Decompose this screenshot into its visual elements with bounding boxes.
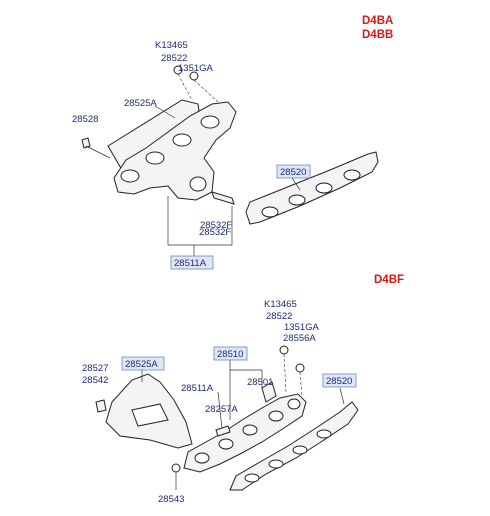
port-hole xyxy=(194,452,210,464)
label-28257a: 28257A xyxy=(205,404,238,415)
label-28556a: 28556A xyxy=(283,333,316,344)
label-28525a-top: 28525A xyxy=(124,98,157,109)
gasket-hole xyxy=(292,445,308,455)
engine-code-d4bf: D4BF xyxy=(374,274,404,286)
stud-28532f xyxy=(211,191,235,205)
label-28543: 28543 xyxy=(158,494,184,505)
label-1351ga-bottom: 1351GA xyxy=(284,322,320,333)
port-hole xyxy=(120,169,140,183)
label-28527: 28527 xyxy=(82,363,108,374)
engine-code-d4bb: D4BB xyxy=(362,29,393,41)
port-hole xyxy=(200,115,220,129)
stud-28501 xyxy=(261,381,277,403)
gasket-hole xyxy=(315,182,333,194)
gasket-hole xyxy=(244,473,260,483)
label-box-28520-top xyxy=(276,164,311,179)
gasket-hole xyxy=(268,459,284,469)
gasket-hole xyxy=(261,206,279,218)
label-28501: 28501 xyxy=(247,377,273,388)
nut-28522-bottom xyxy=(279,345,289,355)
port-hole xyxy=(287,398,301,410)
shield-cutout xyxy=(131,403,169,427)
port-hole xyxy=(172,133,192,147)
label-box-28511a-top xyxy=(170,255,214,270)
gasket-hole xyxy=(288,194,306,206)
label-1351ga-top: 1351GA xyxy=(178,63,214,74)
label-box-28510 xyxy=(213,346,248,361)
outlet-hole xyxy=(189,176,207,192)
gasket-hole xyxy=(343,169,361,181)
bolt-28528 xyxy=(81,137,91,149)
top-assembly: K13465 28522 1351GA 28525A 28528 28520 2… xyxy=(72,40,379,270)
label-box-28520-bottom xyxy=(322,373,357,388)
label-k13465-top: K13465 xyxy=(155,40,188,51)
label-28520-top: 28520 xyxy=(280,167,306,178)
engine-code-d4ba: D4BA xyxy=(362,15,393,27)
gasket-bottom xyxy=(229,401,359,491)
gasket-top xyxy=(245,151,379,225)
label-28522-bottom: 28522 xyxy=(266,311,292,322)
washer-28556a xyxy=(295,363,305,373)
nut-28543 xyxy=(171,463,181,473)
port-hole xyxy=(218,438,234,450)
label-28525a-bottom: 28525A xyxy=(125,359,158,370)
label-28511a-top: 28511A xyxy=(174,258,207,269)
gasket-hole xyxy=(316,429,332,439)
label-k13465-bottom: K13465 xyxy=(264,299,297,310)
stud-28257a xyxy=(215,425,231,437)
bottom-assembly: K13465 28522 1351GA 28556A 28510 28525A … xyxy=(82,299,359,505)
label-28511a-bottom: 28511A xyxy=(181,383,214,394)
label-28542: 28542 xyxy=(82,375,108,386)
label-28510: 28510 xyxy=(217,349,243,360)
port-hole xyxy=(242,424,258,436)
port-hole xyxy=(268,410,284,422)
label-28532f-upper: 28532F xyxy=(200,220,232,231)
label-box-28525a-bottom xyxy=(121,356,165,371)
port-hole xyxy=(145,151,165,165)
label-28528-top: 28528 xyxy=(72,114,98,125)
label-28520-bottom: 28520 xyxy=(326,376,352,387)
label-28532f: 28532F xyxy=(199,227,231,238)
label-28522-top: 28522 xyxy=(161,53,187,64)
bolt-28527 xyxy=(95,399,107,413)
